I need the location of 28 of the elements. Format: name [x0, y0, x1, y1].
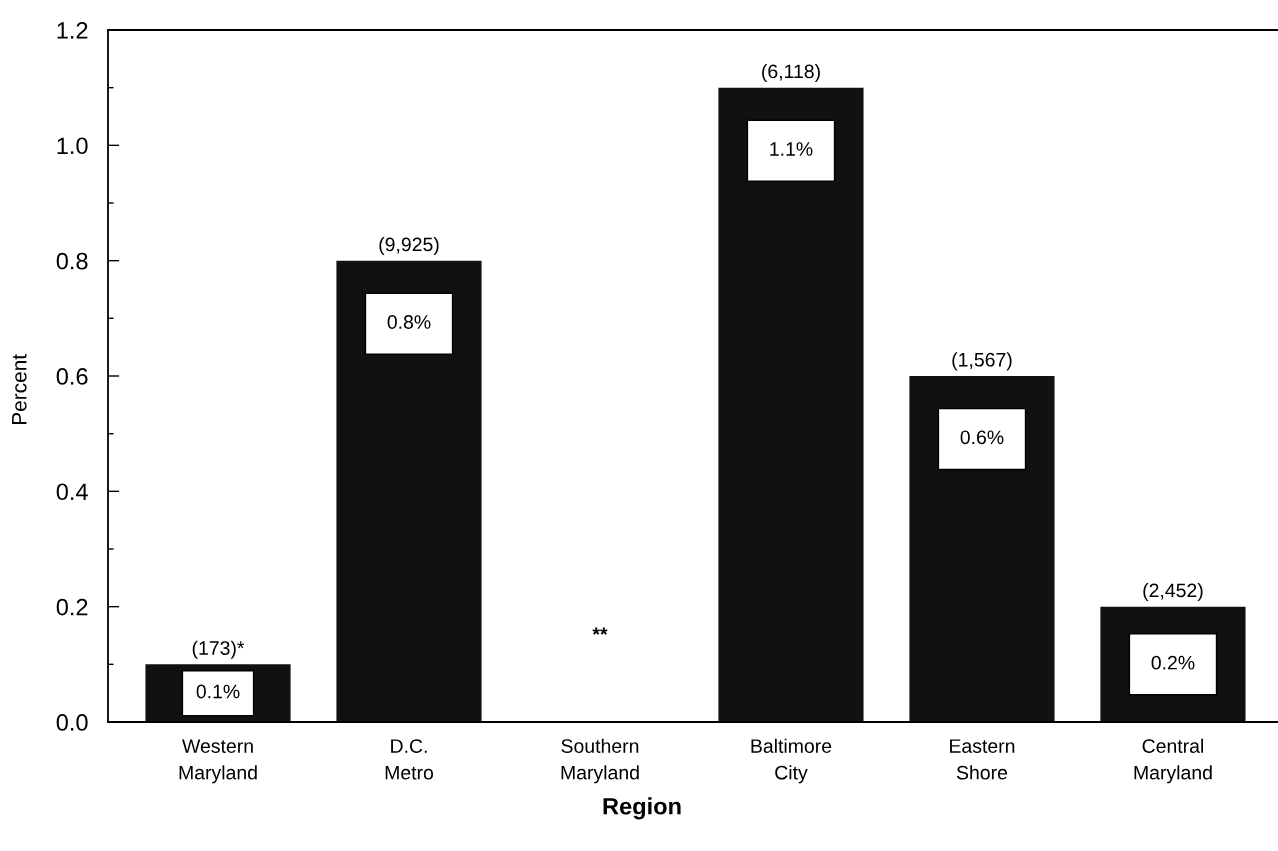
data-label: 0.6% [960, 430, 1004, 445]
annotation: (6,118) [762, 63, 820, 83]
data-label: 0.2% [1151, 655, 1195, 670]
y-tick-label: 1.2 [57, 22, 88, 39]
data-label: 1.1% [770, 142, 813, 156]
y-axis-title: Percent [12, 354, 27, 425]
y-tick-label: 1.0 [57, 137, 88, 155]
x-tick-label: Eastern Shore [950, 739, 1015, 780]
x-tick-label: Baltimore City [751, 738, 832, 784]
bar [336, 260, 482, 722]
x-tick-label: D.C. Metro [385, 739, 434, 780]
y-tick-label: 0.6 [56, 368, 88, 385]
y-tick-label: 0.4 [56, 483, 88, 501]
x-tick-label: Western Maryland [179, 739, 257, 784]
annotation: (9,925) [379, 236, 439, 256]
annotation: (1,567) [952, 352, 1012, 371]
annotation: (2,452) [1143, 582, 1203, 602]
y-tick-label: 0.2 [56, 598, 88, 616]
annotation: ** [592, 627, 608, 635]
bar [718, 87, 864, 722]
y-tick-label: 0.0 [56, 714, 88, 731]
x-axis-title: Region [603, 797, 681, 820]
y-tick-label: 0.8 [56, 252, 88, 270]
annotation: (173)* [192, 640, 245, 659]
x-tick-label: Central Maryland [1134, 738, 1212, 784]
x-tick-label: Southern Maryland [561, 738, 639, 784]
data-label: 0.8% [387, 315, 431, 329]
data-label: 0.1% [196, 684, 240, 699]
